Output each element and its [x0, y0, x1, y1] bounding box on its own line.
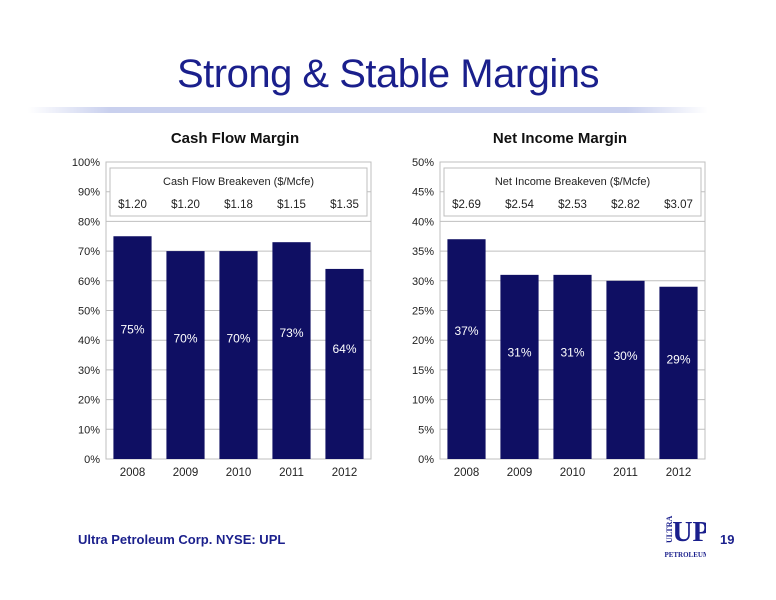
net-income-breakeven-value: $2.53	[558, 199, 587, 211]
cash-flow-bar	[272, 242, 311, 459]
cash-flow-data-label: 64%	[332, 342, 356, 356]
net-income-breakeven-value: $2.54	[505, 199, 534, 211]
net-income-ytick-label: 0%	[418, 454, 434, 466]
net-income-bar	[606, 280, 645, 459]
cash-flow-ytick-label: 10%	[78, 424, 100, 436]
cash-flow-data-label: 70%	[173, 331, 197, 345]
cash-flow-ytick-label: 50%	[78, 306, 100, 318]
net-income-ytick-label: 45%	[412, 187, 434, 199]
cash-flow-xtick-label: 2012	[332, 467, 358, 479]
net-income-xtick-label: 2012	[666, 467, 692, 479]
cash-flow-breakeven-box	[109, 167, 368, 217]
net-income-breakeven-value: $3.07	[664, 199, 693, 211]
cash-flow-breakeven-value: $1.35	[330, 199, 359, 211]
cash-flow-bar	[113, 236, 152, 459]
net-income-ytick-label: 5%	[418, 424, 434, 436]
cash-flow-breakeven-value: $1.20	[118, 199, 147, 211]
cash-flow-xtick-label: 2008	[120, 467, 146, 479]
page-number: 19	[720, 532, 735, 547]
cash-flow-breakeven-value: $1.18	[224, 199, 253, 211]
cash-flow-breakeven-title: Cash Flow Breakeven ($/Mcfe)	[163, 176, 314, 188]
title-divider	[28, 107, 708, 113]
cash-flow-xtick-label: 2010	[226, 467, 252, 479]
net-income-breakeven-value: $2.69	[452, 199, 481, 211]
net-income-ytick-label: 50%	[412, 157, 434, 169]
ultra-petroleum-logo: ULTRA UP PETROLEUM	[664, 505, 706, 561]
net-income-breakeven-box	[443, 167, 702, 217]
cash-flow-ytick-label: 80%	[78, 216, 100, 228]
footer-company: Ultra Petroleum Corp. NYSE: UPL	[78, 532, 286, 547]
cash-flow-bar	[166, 251, 205, 459]
cash-flow-ytick-label: 20%	[78, 395, 100, 407]
cash-flow-data-label: 75%	[120, 322, 144, 336]
cash-flow-breakeven-value: $1.20	[171, 199, 200, 211]
cash-flow-xtick-label: 2009	[173, 467, 199, 479]
net-income-ytick-label: 10%	[412, 395, 434, 407]
net-income-bar	[553, 274, 592, 459]
cash-flow-ytick-label: 30%	[78, 365, 100, 377]
net-income-bar	[659, 286, 698, 459]
net-income-data-label: 31%	[507, 346, 531, 360]
cash-flow-chart-title: Cash Flow Margin	[170, 130, 300, 147]
net-income-xtick-label: 2008	[454, 467, 480, 479]
net-income-data-label: 30%	[613, 349, 637, 363]
logo-up-text: UP	[672, 517, 706, 548]
net-income-xtick-label: 2011	[613, 467, 638, 479]
net-income-ytick-label: 30%	[412, 276, 434, 288]
cash-flow-data-label: 73%	[279, 326, 303, 340]
cash-flow-ytick-label: 70%	[78, 246, 100, 258]
net-income-margin-chart: 0% 5% 10% 15% 20% 25% 30% 35% 40% 45% 50% Net Incom…	[412, 157, 706, 479]
cash-flow-breakeven-value: $1.15	[277, 199, 306, 211]
cash-flow-ytick-label: 40%	[78, 335, 100, 347]
logo-petroleum-text: PETROLEUM	[664, 551, 706, 559]
net-income-breakeven-value: $2.82	[611, 199, 640, 211]
net-income-breakeven-title: Net Income Breakeven ($/Mcfe)	[495, 176, 650, 188]
logo-ultra-text: ULTRA	[665, 516, 674, 543]
net-income-xtick-label: 2009	[507, 467, 533, 479]
net-income-ytick-label: 20%	[412, 335, 434, 347]
cash-flow-margin-chart: 0% 10% 20% 30% 40% 50% 60% 70% 80% 90% 100% Cash Fl…	[72, 157, 372, 479]
cash-flow-bar	[219, 251, 258, 459]
net-income-ytick-label: 25%	[412, 306, 434, 318]
net-income-ytick-label: 40%	[412, 216, 434, 228]
cash-flow-ytick-label: 0%	[84, 454, 100, 466]
net-income-data-label: 31%	[560, 346, 584, 360]
net-income-data-label: 37%	[454, 324, 478, 338]
net-income-bar	[447, 239, 486, 459]
net-income-bar	[500, 274, 539, 459]
slide-title: Strong & Stable Margins	[176, 52, 600, 96]
cash-flow-bar	[325, 268, 364, 459]
cash-flow-data-label: 70%	[226, 331, 250, 345]
net-income-data-label: 29%	[666, 353, 690, 367]
cash-flow-ytick-label: 100%	[72, 157, 100, 169]
cash-flow-xtick-label: 2011	[279, 467, 304, 479]
net-income-ytick-label: 15%	[412, 365, 434, 377]
net-income-chart-title: Net Income Margin	[492, 130, 628, 147]
net-income-xtick-label: 2010	[560, 467, 586, 479]
cash-flow-ytick-label: 90%	[78, 187, 100, 199]
net-income-ytick-label: 35%	[412, 246, 434, 258]
cash-flow-ytick-label: 60%	[78, 276, 100, 288]
